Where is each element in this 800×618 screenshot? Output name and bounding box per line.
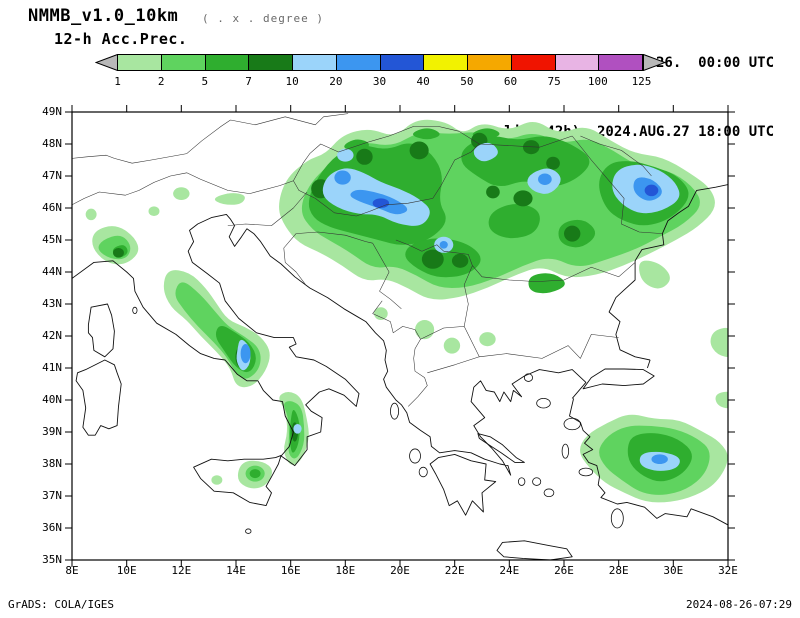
colorbar-segment bbox=[248, 55, 292, 70]
lon-axis-label: 32E bbox=[718, 564, 738, 577]
colorbar-segment bbox=[467, 55, 511, 70]
lon-axis-label: 12E bbox=[171, 564, 192, 577]
colorbar-tick-label: 30 bbox=[372, 75, 387, 88]
lat-axis-label: 37N bbox=[42, 489, 62, 502]
coastlines-and-borders bbox=[72, 113, 728, 560]
colorbar-tick-label: 5 bbox=[201, 75, 209, 88]
lon-axis-label: 30E bbox=[663, 564, 684, 577]
colorbar-segment bbox=[160, 55, 205, 70]
lon-axis-label: 16E bbox=[280, 564, 301, 577]
colorbar-tick-label: 2 bbox=[157, 75, 165, 88]
lat-axis-label: 44N bbox=[42, 265, 62, 278]
lat-axis-label: 39N bbox=[42, 425, 62, 438]
lat-axis-label: 41N bbox=[42, 361, 62, 374]
lat-axis-label: 42N bbox=[42, 329, 62, 342]
colorbar-tick-label: 100 bbox=[587, 75, 608, 88]
map-frame bbox=[65, 105, 735, 567]
colorbar-tick-label: 125 bbox=[631, 75, 652, 88]
lon-axis-label: 18E bbox=[335, 564, 356, 577]
colorbar-segment bbox=[379, 55, 424, 70]
lon-axis-label: 20E bbox=[390, 564, 410, 577]
lat-axis-label: 49N bbox=[42, 105, 62, 118]
footer-timestamp: 2024-08-26-07:29 bbox=[686, 598, 792, 611]
model-title: NMMB_v1.0_10km bbox=[28, 6, 179, 26]
colorbar-segment bbox=[598, 55, 642, 70]
colorbar: 1 2 5 7 10 20 30 40 50 60 75 100 125 bbox=[95, 54, 667, 98]
colorbar-segment bbox=[204, 55, 249, 70]
lat-axis-label: 46N bbox=[42, 201, 62, 214]
lon-axis-label: 8E bbox=[65, 564, 79, 577]
colorbar-tick-label: 7 bbox=[245, 75, 252, 88]
lon-axis-label: 24E bbox=[499, 564, 520, 577]
colorbar-tick-label: 60 bbox=[503, 75, 518, 88]
map-plot bbox=[65, 105, 735, 567]
grid-resolution-note: ( . x . degree ) bbox=[202, 12, 324, 25]
footer-grads-credit: GrADS: COLA/IGES bbox=[8, 598, 114, 611]
colorbar-segment bbox=[292, 55, 336, 70]
lat-axis-label: 40N bbox=[42, 393, 62, 406]
lat-axis-label: 35N bbox=[42, 553, 62, 566]
colorbar-tick-label: 50 bbox=[460, 75, 474, 88]
lat-axis-label: 36N bbox=[42, 521, 62, 534]
lon-axis-label: 28E bbox=[608, 564, 629, 577]
lon-axis-label: 10E bbox=[116, 564, 137, 577]
lon-axis-label: 22E bbox=[444, 564, 465, 577]
lon-axis-label: 14E bbox=[226, 564, 246, 577]
colorbar-segment bbox=[423, 55, 467, 70]
colorbar-left-arrow-icon bbox=[95, 54, 118, 71]
colorbar-right-arrow-icon bbox=[643, 54, 666, 71]
precip-shading bbox=[85, 119, 728, 503]
lat-axis-label: 38N bbox=[42, 457, 62, 470]
colorbar-tick-label: 10 bbox=[285, 75, 299, 88]
lat-axis-label: 47N bbox=[42, 169, 62, 182]
lat-axis-label: 48N bbox=[42, 137, 62, 150]
colorbar-tick-label: 40 bbox=[416, 75, 430, 88]
lon-axis-label: 26E bbox=[554, 564, 574, 577]
colorbar-segment bbox=[554, 55, 599, 70]
colorbar-segment bbox=[335, 55, 380, 70]
colorbar-segment bbox=[510, 55, 555, 70]
colorbar-tick-label: 1 bbox=[114, 75, 121, 88]
lat-axis-label: 43N bbox=[42, 297, 62, 310]
colorbar-strip bbox=[117, 54, 643, 71]
colorbar-tick-label: 20 bbox=[329, 75, 343, 88]
colorbar-tick-label: 75 bbox=[547, 75, 561, 88]
colorbar-segment bbox=[118, 55, 161, 70]
lat-axis-label: 45N bbox=[42, 233, 62, 246]
product-label: 12-h Acc.Prec. bbox=[54, 30, 188, 48]
